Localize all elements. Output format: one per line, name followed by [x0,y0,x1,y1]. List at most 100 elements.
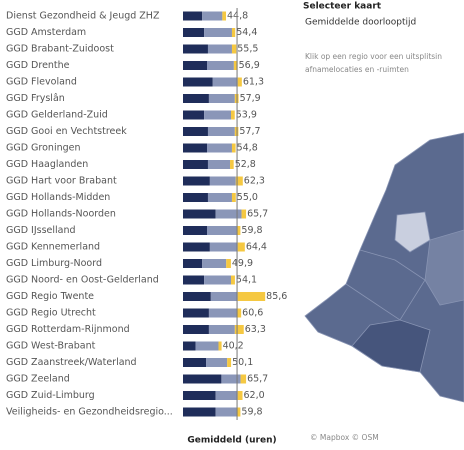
category-label: GGD Limburg-Noord [6,258,102,269]
category-label: GGD West-Brabant [6,341,96,352]
bar-segment [202,259,227,268]
bar-segment [207,44,232,54]
total-label: 65,7 [247,209,268,220]
total-label: 53,9 [236,110,257,121]
category-label: GGD Regio Twente [6,291,94,302]
category-label: GGD Rotterdam-Rijnmond [6,324,130,335]
bar-segment [231,28,236,37]
category-label: GGD Amsterdam [6,27,86,38]
category-label: Veiligheids- en Gezondheidsregio... [6,407,173,418]
bar-segment [183,391,216,400]
total-label: 49,9 [232,258,253,269]
bar-segment [218,341,222,351]
bar-segment [183,325,209,334]
category-label: GGD Drenthe [6,60,70,71]
bar-segment [183,61,207,70]
total-label: 85,6 [266,291,287,302]
category-label: GGD Gelderland-Zuid [6,110,108,121]
bar-segment [183,209,216,219]
bar-segment [183,259,203,268]
bar-segment [237,292,266,301]
bar-segment [183,341,196,351]
bar-segment [204,28,232,37]
map-credit: © Mapbox © OSM [310,433,379,442]
bar-segment [183,407,216,417]
bar-segment [227,358,232,367]
bar-segment [209,242,238,252]
map-subtitle: Gemiddelde doorlooptijd [305,18,416,28]
category-label: GGD Zaanstreek/Waterland [6,357,137,368]
bar-segment [208,94,235,103]
bar-segment [209,176,236,186]
bar-segment [183,143,207,153]
bar-segment [207,61,234,70]
bar-segment [195,341,219,351]
bar-segment [183,44,208,54]
category-label: GGD Flevoland [6,77,77,88]
category-label: Dienst Gezondheid & Jeugd ZHZ [6,11,160,22]
total-label: 44,8 [227,11,248,22]
total-label: 50,1 [232,357,253,368]
bar-segment [240,374,247,384]
bar-segment [241,209,247,219]
bar-segment [215,391,238,400]
map-region[interactable] [424,229,464,306]
bar-segment [202,11,223,21]
category-label: GGD Hollands-Midden [6,192,110,203]
bar-segment [230,160,234,169]
bar-segment [183,176,210,186]
bar-segment [207,226,237,235]
total-label: 55,5 [237,44,258,55]
map[interactable] [304,132,464,403]
category-label: GGD Regio Utrecht [6,308,96,319]
bar-segment [208,325,235,334]
bar-segment [231,275,235,285]
map-border [345,249,426,321]
total-label: 62,3 [244,176,265,187]
bar-segment [210,292,238,301]
total-label: 40,2 [223,341,244,352]
bar-segment [183,308,209,318]
category-label: GGD Kennemerland [6,242,100,253]
bar-segment [183,28,205,37]
bar-segment [234,325,244,334]
total-label: 54,1 [236,275,257,286]
category-label: GGD Fryslân [6,93,65,104]
bar-segment [204,275,231,285]
bar-segment [183,242,210,252]
bar-segment [237,242,245,252]
bar-segment [183,193,208,202]
category-label: GGD IJsselland [6,225,76,236]
map-region[interactable] [394,211,431,253]
total-label: 63,3 [245,324,266,335]
map-region[interactable] [351,319,431,373]
total-label: 52,8 [235,159,256,170]
bar-segment [207,143,232,153]
bar-segment [231,143,236,153]
bar-segment [204,110,231,120]
bar-segment [208,308,237,318]
category-label: GGD Groningen [6,143,81,154]
total-label: 62,0 [244,390,265,401]
bar-segment [206,358,228,367]
bar-segment [183,275,205,285]
x-axis-title: Gemiddeld (uren) [187,436,276,446]
bar-segment [183,127,208,136]
bar-segment [231,44,237,54]
category-label: GGD Brabant-Zuidoost [6,44,114,55]
bar-segment [183,160,208,169]
bar-segment [237,391,243,400]
bar-segment [215,407,237,417]
bar-segment [237,77,242,87]
bar-segment [231,110,235,120]
bar-segment [233,61,238,70]
total-label: 57,9 [240,93,261,104]
total-label: 61,3 [243,77,264,88]
bar-segment [183,110,205,120]
bar-segment [183,94,209,103]
total-label: 54,4 [236,27,257,38]
total-label: 64,4 [246,242,267,253]
bar-segment [236,308,242,318]
bar-segment [221,374,241,384]
category-label: GGD Zeeland [6,374,70,385]
